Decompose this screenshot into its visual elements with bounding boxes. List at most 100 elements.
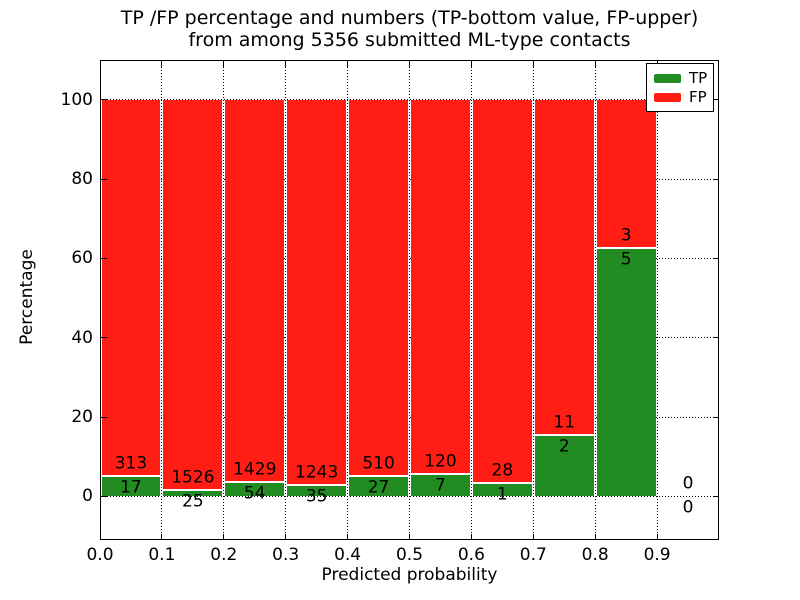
bar-segment-tp [101, 476, 161, 497]
fp-count-label: 1243 [295, 462, 339, 483]
bar-segment-fp [101, 99, 161, 475]
tp-count-label: 54 [243, 483, 266, 504]
tick-mark-x-bottom [656, 533, 658, 539]
tick-mark-y-right [712, 495, 718, 497]
bar-segment-tp [163, 490, 223, 497]
legend-swatch-fp [654, 92, 681, 102]
fp-count-label: 510 [362, 453, 395, 474]
bar-segment-tp [287, 486, 347, 497]
legend: TP FP [646, 63, 714, 112]
tick-mark-x-top [161, 61, 163, 67]
gridline-vertical [161, 61, 163, 539]
tick-mark-x-top [223, 61, 225, 67]
legend-item-tp: TP [654, 68, 708, 87]
fp-count-label: 28 [491, 460, 514, 481]
tp-count-label: 5 [620, 249, 632, 270]
x-tick-label: 0.1 [148, 545, 176, 565]
tick-mark-x-bottom [285, 533, 287, 539]
tick-mark-x-top [285, 61, 287, 67]
tp-count-label: 35 [305, 486, 328, 507]
tick-mark-y-left [101, 257, 107, 259]
tick-mark-x-bottom [99, 533, 101, 539]
tick-mark-x-top [594, 61, 596, 67]
bar-segment-fp [534, 99, 594, 435]
gridline-vertical [285, 61, 287, 539]
tp-count-label: 2 [558, 436, 570, 457]
bar-segment-fp [596, 99, 656, 248]
fp-count-label: 11 [553, 412, 576, 433]
tick-mark-x-top [347, 61, 349, 67]
y-tick-label: 0 [82, 486, 93, 507]
tick-mark-y-right [712, 99, 718, 101]
tick-mark-x-bottom [594, 533, 596, 539]
tick-mark-x-top [99, 61, 101, 67]
gridline-vertical [347, 61, 349, 539]
tick-mark-x-bottom [532, 533, 534, 539]
x-tick-label: 0.7 [519, 545, 547, 565]
y-tick-label: 20 [71, 407, 93, 428]
x-axis-title: Predicted probability [321, 565, 498, 585]
fp-count-label: 0 [682, 473, 694, 494]
tick-mark-x-top [409, 61, 410, 67]
bar-segment-fp [349, 99, 408, 476]
x-tick-label: 0.5 [395, 545, 424, 565]
tick-mark-y-right [712, 257, 718, 259]
chart-title: TP /FP percentage and numbers (TP-bottom… [100, 7, 719, 51]
tick-mark-y-left [101, 495, 107, 497]
bar-segment-tp [411, 475, 470, 497]
chart-title-line2: from among 5356 submitted ML-type contac… [188, 29, 631, 51]
fp-count-label: 1526 [171, 467, 215, 488]
tick-mark-y-left [101, 99, 107, 101]
tick-mark-x-top [532, 61, 534, 67]
bar-segment-tp [225, 482, 285, 497]
gridline-vertical [532, 61, 534, 539]
tick-mark-x-bottom [223, 533, 225, 539]
bar-segment-tp [472, 483, 532, 497]
tp-count-label: 0 [682, 497, 694, 518]
fp-count-label: 3 [620, 225, 632, 246]
tick-mark-x-bottom [161, 533, 163, 539]
bar-segment-tp [596, 249, 656, 497]
x-tick-label: 0.2 [210, 545, 238, 565]
gridline-vertical [409, 61, 410, 539]
gridline-vertical [223, 61, 225, 539]
gridline-vertical [594, 61, 596, 539]
tick-mark-y-left [101, 178, 107, 180]
tick-mark-y-left [101, 416, 107, 418]
x-tick-label: 0.3 [272, 545, 300, 565]
bar-segment-fp [163, 99, 223, 489]
tick-mark-y-right [712, 337, 718, 339]
chart-title-line1: TP /FP percentage and numbers (TP-bottom… [120, 7, 699, 29]
y-tick-label: 40 [71, 327, 93, 348]
y-tick-label: 60 [71, 248, 93, 269]
tp-count-label: 17 [120, 477, 142, 498]
tick-mark-y-right [712, 178, 718, 180]
legend-item-fp: FP [654, 87, 707, 106]
gridline-vertical [470, 61, 472, 539]
tp-count-label: 27 [367, 477, 390, 498]
fp-count-label: 313 [114, 453, 148, 474]
bar-segment-fp [225, 99, 285, 481]
tick-mark-y-right [712, 416, 718, 418]
x-tick-label: 0.0 [86, 545, 114, 565]
fp-count-label: 120 [424, 451, 457, 472]
tp-count-label: 25 [182, 491, 204, 512]
tp-count-label: 7 [435, 475, 446, 496]
x-tick-label: 0.8 [581, 545, 609, 565]
tick-mark-x-bottom [347, 533, 349, 539]
y-tick-label: 80 [71, 169, 93, 189]
legend-label-tp: TP [689, 68, 708, 87]
bar-segment-fp [472, 99, 532, 482]
tick-mark-x-top [470, 61, 472, 67]
gridline-vertical [656, 61, 658, 539]
y-tick-label: 100 [60, 89, 93, 110]
x-tick-label: 0.6 [457, 545, 485, 565]
legend-swatch-tp [654, 73, 681, 83]
bar-segment-fp [411, 99, 470, 474]
bar-segment-tp [349, 477, 408, 497]
legend-label-fp: FP [689, 87, 707, 106]
x-tick-label: 0.4 [334, 545, 362, 565]
tick-mark-x-bottom [409, 533, 410, 539]
bar-segment-tp [534, 436, 594, 497]
